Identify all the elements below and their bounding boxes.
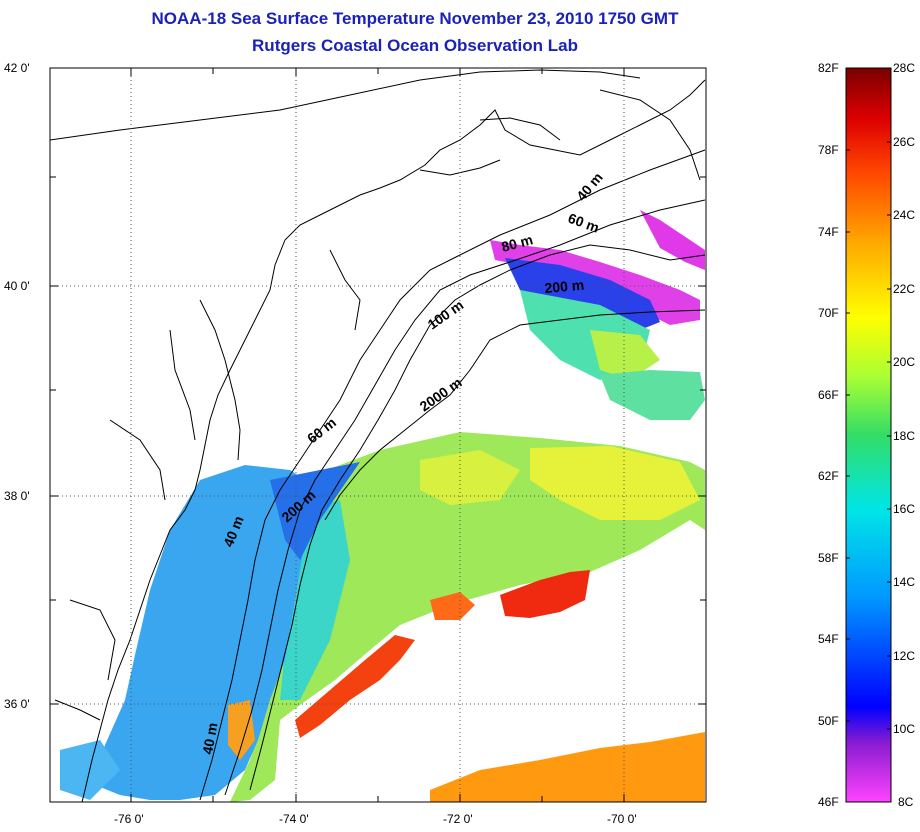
colorbar-f-label: 46F <box>818 795 839 809</box>
isobath-label: 2000 m <box>417 374 465 414</box>
lon-tick-label: -74 0' <box>279 812 309 826</box>
sst-layer <box>60 210 705 802</box>
colorbar-c-label: 20C <box>893 355 916 369</box>
colorbar-f-label: 78F <box>818 143 839 157</box>
colorbar-c-label: 18C <box>893 429 916 443</box>
lon-tick-label: -72 0' <box>443 812 473 826</box>
isobath-label: 200 m <box>544 277 585 296</box>
colorbar-ticks <box>846 141 891 730</box>
sst-north-slope-yellow <box>590 330 660 380</box>
sst-east-green-band <box>600 370 705 420</box>
sst-gulfstream-red-east <box>500 570 590 618</box>
map-ticks <box>50 68 706 802</box>
isobath-label: 40 m <box>573 169 606 204</box>
colorbar-c-label: 16C <box>893 502 916 516</box>
sst-yellow-patch <box>530 446 700 520</box>
colorbar-f-label: 50F <box>818 714 839 728</box>
colorbar-f-label: 70F <box>818 306 839 320</box>
lat-tick-label: 40 0' <box>4 279 30 293</box>
lon-tick-label: -70 0' <box>607 812 637 826</box>
sst-shelf-blue <box>95 465 320 800</box>
lat-tick-label: 36 0' <box>4 697 30 711</box>
colorbar-f-label: 58F <box>818 551 839 565</box>
map-subtitle: Rutgers Coastal Ocean Observation Lab <box>252 36 578 55</box>
colorbar-f-label: 66F <box>818 388 839 402</box>
colorbar-c-label: 14C <box>893 575 916 589</box>
colorbar-f-label: 62F <box>818 469 839 483</box>
sst-yellow-patch-2 <box>420 450 520 505</box>
isobath-label: 100 m <box>425 297 467 333</box>
coastline <box>50 69 706 802</box>
colorbar-f-label: 82F <box>818 61 839 75</box>
map-title: NOAA-18 Sea Surface Temperature November… <box>151 9 679 28</box>
isobath-label: 40 m <box>199 721 220 755</box>
colorbar-c-label: 22C <box>893 282 916 296</box>
colorbar-c-label: 28C <box>893 61 916 75</box>
sst-east-magenta <box>640 210 705 270</box>
isobaths <box>199 149 706 801</box>
sst-north-slope-blue <box>505 258 660 330</box>
colorbar <box>845 67 892 803</box>
colorbar-c-label: 24C <box>893 208 916 222</box>
isobath-label: 80 m <box>500 231 535 255</box>
lat-tick-label: 42 0' <box>4 61 30 75</box>
isobath-label: 60 m <box>304 414 339 446</box>
lat-tick-label: 38 0' <box>4 489 30 503</box>
colorbar-c-label: 8C <box>898 795 914 809</box>
sst-hatteras-orange <box>228 700 255 760</box>
isobath-label: 60 m <box>566 210 601 236</box>
colorbar-c-label: 12C <box>893 649 916 663</box>
colorbar-f-label: 54F <box>818 632 839 646</box>
sst-gulfstream-red-west <box>295 635 415 738</box>
graticule <box>50 68 706 802</box>
sst-southeast-orange <box>430 732 705 802</box>
sst-gulfstream-orange-patch <box>430 592 475 620</box>
colorbar-c-label: 26C <box>893 135 916 149</box>
colorbar-c-label: 10C <box>893 722 916 736</box>
colorbar-f-label: 74F <box>818 225 839 239</box>
sst-green-body <box>230 432 705 802</box>
lon-tick-label: -76 0' <box>114 812 144 826</box>
